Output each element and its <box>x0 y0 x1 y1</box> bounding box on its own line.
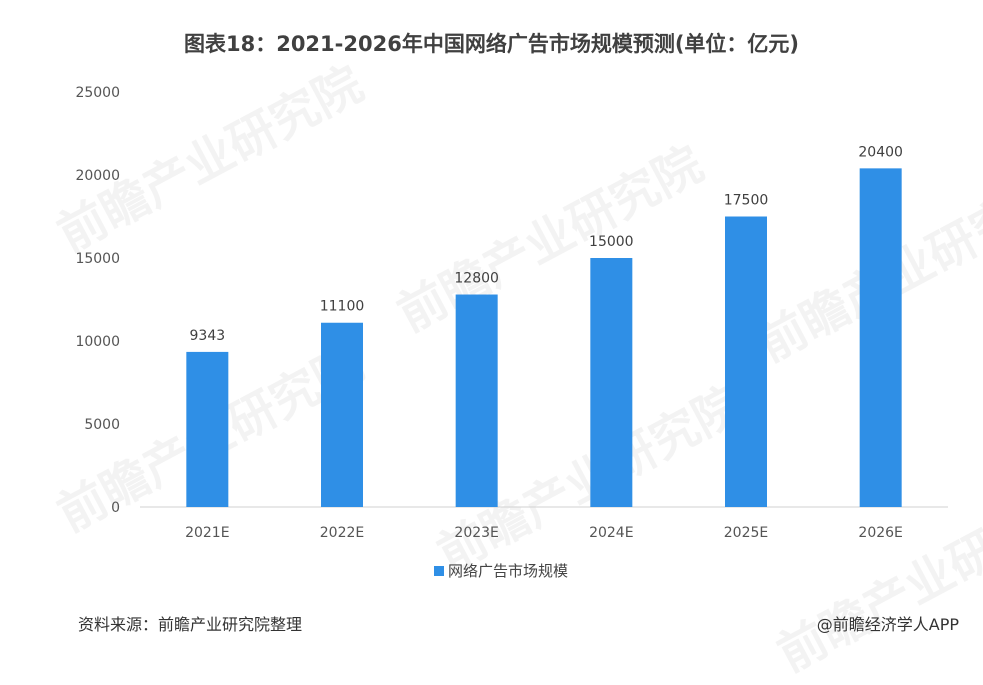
x-tick-label: 2022E <box>320 525 364 541</box>
x-tick-label: 2024E <box>589 525 633 541</box>
bar <box>590 258 633 507</box>
source-note: 资料来源：前瞻产业研究院整理 <box>78 615 303 634</box>
data-label: 12800 <box>454 271 499 287</box>
legend-label: 网络广告市场规模 <box>448 562 568 580</box>
x-tick-label: 2023E <box>454 525 498 541</box>
data-label: 20400 <box>858 144 903 160</box>
bar-chart: 0 5000 10000 15000 20000 25000 9343 2021E 11100 2… <box>75 85 948 580</box>
x-tick-label: 2026E <box>858 525 902 541</box>
data-label: 11100 <box>320 299 365 315</box>
brand-label: @前瞻经济学人APP <box>816 615 959 634</box>
chart-title: 图表18：2021-2026年中国网络广告市场规模预测(单位：亿元) <box>183 32 800 56</box>
y-tick-label: 25000 <box>75 85 120 101</box>
data-label: 15000 <box>589 234 634 250</box>
y-tick-label: 0 <box>111 500 120 516</box>
bar <box>455 294 498 507</box>
y-tick-label: 20000 <box>75 168 120 184</box>
y-tick-label: 15000 <box>75 251 120 267</box>
bar <box>321 322 363 507</box>
data-label: 17500 <box>724 193 769 209</box>
data-label: 9343 <box>190 328 226 344</box>
bar <box>725 216 767 507</box>
x-tick-label: 2021E <box>185 525 229 541</box>
bar <box>186 351 229 507</box>
y-tick-label: 10000 <box>75 334 120 350</box>
legend-swatch <box>434 566 444 576</box>
x-tick-label: 2025E <box>724 525 768 541</box>
bar <box>859 168 902 508</box>
y-tick-label: 5000 <box>84 417 120 433</box>
